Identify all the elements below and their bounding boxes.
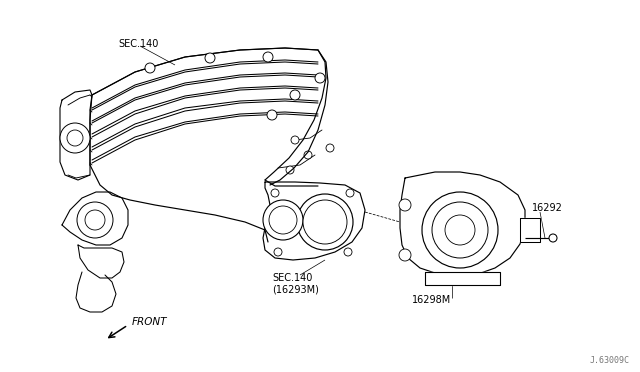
Text: SEC.140: SEC.140 [272, 273, 312, 283]
Circle shape [290, 90, 300, 100]
Text: 16298M: 16298M [412, 295, 451, 305]
Circle shape [263, 52, 273, 62]
Circle shape [315, 73, 325, 83]
Polygon shape [425, 272, 500, 285]
Circle shape [267, 110, 277, 120]
Circle shape [297, 194, 353, 250]
Circle shape [445, 215, 475, 245]
Circle shape [432, 202, 488, 258]
Polygon shape [263, 182, 365, 260]
Text: J.63009C: J.63009C [590, 356, 630, 365]
Circle shape [422, 192, 498, 268]
Polygon shape [400, 172, 525, 276]
Circle shape [286, 166, 294, 174]
Circle shape [271, 189, 279, 197]
Circle shape [263, 200, 303, 240]
Circle shape [291, 136, 299, 144]
Text: SEC.140: SEC.140 [118, 39, 158, 49]
Polygon shape [78, 245, 124, 278]
Circle shape [269, 206, 297, 234]
Circle shape [67, 130, 83, 146]
Text: (16293M): (16293M) [272, 285, 319, 295]
Circle shape [399, 199, 411, 211]
Circle shape [205, 53, 215, 63]
Circle shape [60, 123, 90, 153]
Polygon shape [62, 47, 365, 300]
Circle shape [346, 189, 354, 197]
Polygon shape [60, 90, 92, 180]
Circle shape [326, 144, 334, 152]
Circle shape [85, 210, 105, 230]
Polygon shape [520, 218, 540, 242]
Circle shape [77, 202, 113, 238]
Circle shape [304, 151, 312, 159]
Circle shape [399, 249, 411, 261]
Text: 16292: 16292 [532, 203, 563, 213]
Circle shape [549, 234, 557, 242]
Polygon shape [62, 192, 128, 245]
Circle shape [274, 248, 282, 256]
Circle shape [145, 63, 155, 73]
Circle shape [344, 248, 352, 256]
Text: FRONT: FRONT [132, 317, 168, 327]
Circle shape [303, 200, 347, 244]
